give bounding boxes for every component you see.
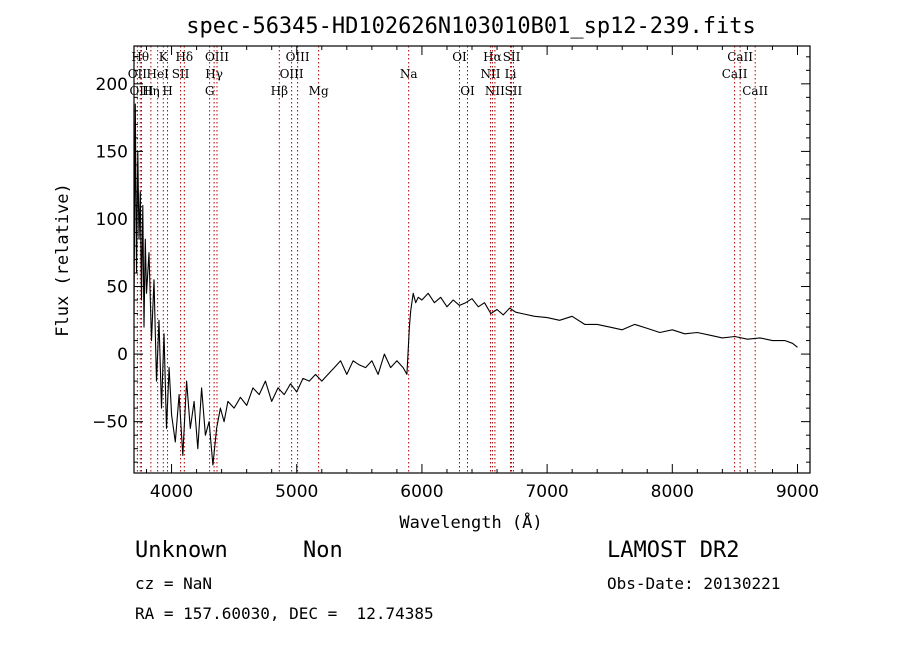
- y-axis-label: Flux (relative): [53, 183, 73, 337]
- spectral-line-label: NII: [485, 84, 505, 98]
- spectral-line-label: OIII: [280, 67, 304, 81]
- y-tick-label: 200: [96, 75, 128, 95]
- spectral-line-label: OI: [452, 50, 467, 64]
- spectrum-layer: [133, 103, 798, 466]
- spectral-line-markers: [136, 46, 756, 473]
- survey-name: LAMOST DR2: [607, 538, 740, 563]
- chart-title: spec-56345-HD102626N103010B01_sp12-239.f…: [186, 14, 756, 39]
- spectral-line-label: Li: [505, 67, 517, 81]
- spectral-line-label: K: [159, 50, 169, 64]
- spectral-line-label: SII: [172, 67, 190, 81]
- spectral-line-label: Hθ: [131, 50, 149, 64]
- spectral-line-label: Hα: [483, 50, 502, 64]
- y-tick-label: 0: [117, 345, 128, 365]
- sky-coordinates: RA = 157.60030, DEC = 12.74385: [135, 604, 434, 623]
- y-tick-label: −50: [92, 413, 128, 433]
- spectral-line-label: NII: [481, 67, 501, 81]
- observation-date: Obs-Date: 20130221: [607, 574, 781, 593]
- spectrum-line: [133, 103, 798, 466]
- y-tick-label: 150: [96, 142, 128, 162]
- x-tick-label: 8000: [651, 482, 694, 502]
- spectral-line-label: Na: [400, 67, 418, 81]
- x-tick-label: 4000: [150, 482, 193, 502]
- spectral-line-label: OIII: [205, 50, 229, 64]
- x-tick-label: 9000: [776, 482, 819, 502]
- y-tick-label: 100: [96, 210, 128, 230]
- y-tick-label: 50: [106, 278, 128, 298]
- spectral-line-label: OIII: [286, 50, 310, 64]
- spectral-line-label: SII: [503, 50, 521, 64]
- spectral-line-label: SII: [505, 84, 523, 98]
- x-tick-label: 6000: [400, 482, 443, 502]
- spectral-line-label: Hη: [142, 84, 160, 98]
- spectral-line-label: Mg: [309, 84, 329, 98]
- spectral-line-label: Hβ: [271, 84, 288, 98]
- spectral-line-label: G: [205, 84, 215, 98]
- spectral-line-label: OII: [128, 67, 148, 81]
- spectral-line-label: HeI: [147, 67, 170, 81]
- object-subclass: Non: [303, 538, 343, 563]
- spectral-line-label: CaII: [727, 50, 753, 64]
- object-class: Unknown: [135, 538, 228, 563]
- y-axis-ticks: −50 0 50 100 150 200: [92, 56, 810, 463]
- redshift-cz: cz = NaN: [135, 574, 213, 593]
- spectral-line-label: CaII: [742, 84, 768, 98]
- x-tick-label: 7000: [525, 482, 568, 502]
- spectral-line-label: OI: [460, 84, 475, 98]
- x-axis-ticks: 4000 5000 6000 7000 8000 9000: [146, 46, 819, 502]
- spectral-line-label: H: [162, 84, 172, 98]
- spectral-line-label: Hγ: [205, 67, 223, 81]
- spectral-line-label: CaII: [722, 67, 748, 81]
- x-tick-label: 5000: [275, 482, 318, 502]
- spectral-line-label: Hδ: [175, 50, 193, 64]
- x-axis-label: Wavelength (Å): [399, 511, 542, 533]
- spectral-line-label: OIII: [129, 84, 153, 98]
